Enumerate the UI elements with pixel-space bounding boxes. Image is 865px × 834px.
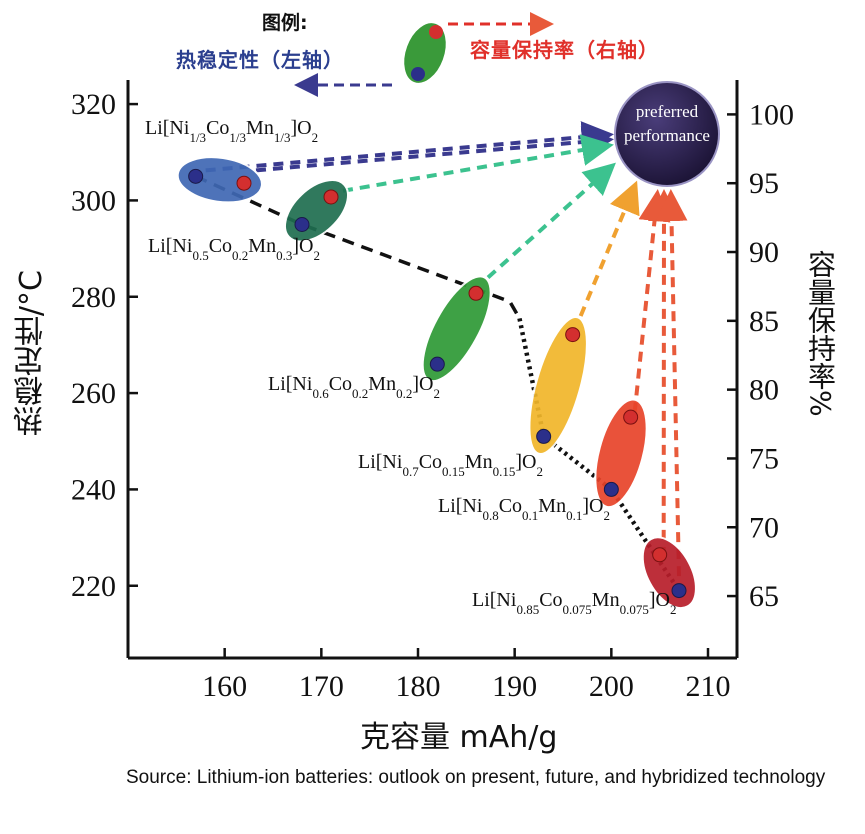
x-tick-label: 170 (299, 670, 344, 703)
legend-title: 图例: (262, 12, 308, 34)
trend-dashed-line (194, 174, 522, 320)
preferred-performance-circle (614, 81, 720, 187)
y-right-tick-label: 95 (749, 167, 779, 200)
material-ellipse (421, 275, 492, 383)
improvement-arrow (342, 134, 614, 193)
preferred-line1: preferred (635, 102, 699, 121)
y-left-tick-label: 240 (71, 473, 116, 506)
y-axis-right-label: 容量保持率% (804, 250, 837, 417)
thermal-stability-point (294, 217, 310, 232)
thermal-stability-point (429, 356, 445, 372)
material-ellipses (176, 156, 697, 609)
material-ellipse (176, 156, 263, 204)
material-ellipse (594, 398, 648, 509)
y-right-tick-label: 90 (749, 236, 779, 269)
improvement-arrow (578, 180, 640, 317)
legend-ellipse (402, 21, 448, 85)
capacity-retention-point (652, 547, 668, 563)
capacity-retention-point (323, 189, 339, 205)
legend-retention-point (429, 25, 443, 39)
y-left-tick-label: 260 (71, 377, 116, 410)
material-label: Li[Ni0.5Co0.2Mn0.3]O2 (148, 235, 320, 263)
improvement-arrow (205, 121, 614, 173)
preferred-line2: performance (624, 126, 710, 145)
data-points (188, 168, 687, 599)
thermal-stability-point (188, 168, 204, 184)
improvement-arrow (486, 162, 616, 279)
source-caption: Source: Lithium-ion batteries: outlook o… (126, 767, 826, 788)
capacity-retention-point (565, 327, 581, 343)
material-label: Li[Ni0.7Co0.15Mn0.15]O2 (358, 451, 543, 479)
x-axis-label: 克容量 mAh/g (360, 720, 558, 755)
material-ellipse (528, 316, 588, 456)
x-tick-label: 210 (686, 670, 731, 703)
y-left-tick-label: 220 (71, 570, 116, 603)
capacity-retention-point (468, 285, 484, 301)
y-right-tick-label: 80 (749, 374, 779, 407)
axes: 160 170 180 190 200 210 220 240 260 280 300 320 65 70… (71, 80, 794, 703)
legend-retention-label: 容量保持率（右轴） (470, 38, 659, 62)
material-label: Li[Ni0.8Co0.1Mn0.1]O2 (438, 495, 610, 523)
material-labels: Li[Ni1/3Co1/3Mn1/3]O2 Li[Ni0.5Co0.2Mn0.3]… (145, 117, 676, 617)
x-tick-label: 180 (396, 670, 441, 703)
y-right-tick-label: 75 (749, 442, 779, 475)
y-right-tick-label: 85 (749, 305, 779, 338)
thermal-stability-point (603, 481, 619, 497)
capacity-retention-point (623, 409, 639, 425)
improvement-arrow (655, 189, 688, 577)
capacity-retention-point (236, 175, 252, 191)
material-label: Li[Ni0.85Co0.075Mn0.075]O2 (472, 589, 676, 617)
legend-graphic (294, 12, 720, 187)
x-tick-label: 160 (202, 670, 247, 703)
legend-thermal-point (411, 67, 425, 81)
y-left-tick-label: 300 (71, 184, 116, 217)
material-label: Li[Ni0.6Co0.2Mn0.2]O2 (268, 373, 440, 401)
y-left-tick-label: 320 (71, 88, 116, 121)
x-tick-label: 200 (589, 670, 634, 703)
improvement-arrows (205, 121, 688, 577)
improvement-arrow (632, 189, 671, 413)
x-tick-label: 190 (492, 670, 537, 703)
y-right-tick-label: 100 (749, 98, 794, 131)
thermal-stability-point (671, 583, 687, 599)
trend-lines (194, 174, 681, 592)
preferred-performance-label: preferred performance (616, 100, 718, 148)
y-axis-left-label: 热稳定性/°C (14, 270, 49, 437)
y-left-tick-label: 280 (71, 281, 116, 314)
trend-dotted-line (517, 317, 681, 592)
y-right-tick-label: 65 (749, 580, 779, 613)
legend-thermal-label: 热稳定性（左轴） (176, 48, 344, 72)
improvement-arrow (255, 126, 614, 173)
material-label: Li[Ni1/3Co1/3Mn1/3]O2 (145, 117, 318, 145)
y-right-tick-label: 70 (749, 511, 779, 544)
thermal-stability-point (536, 428, 552, 444)
